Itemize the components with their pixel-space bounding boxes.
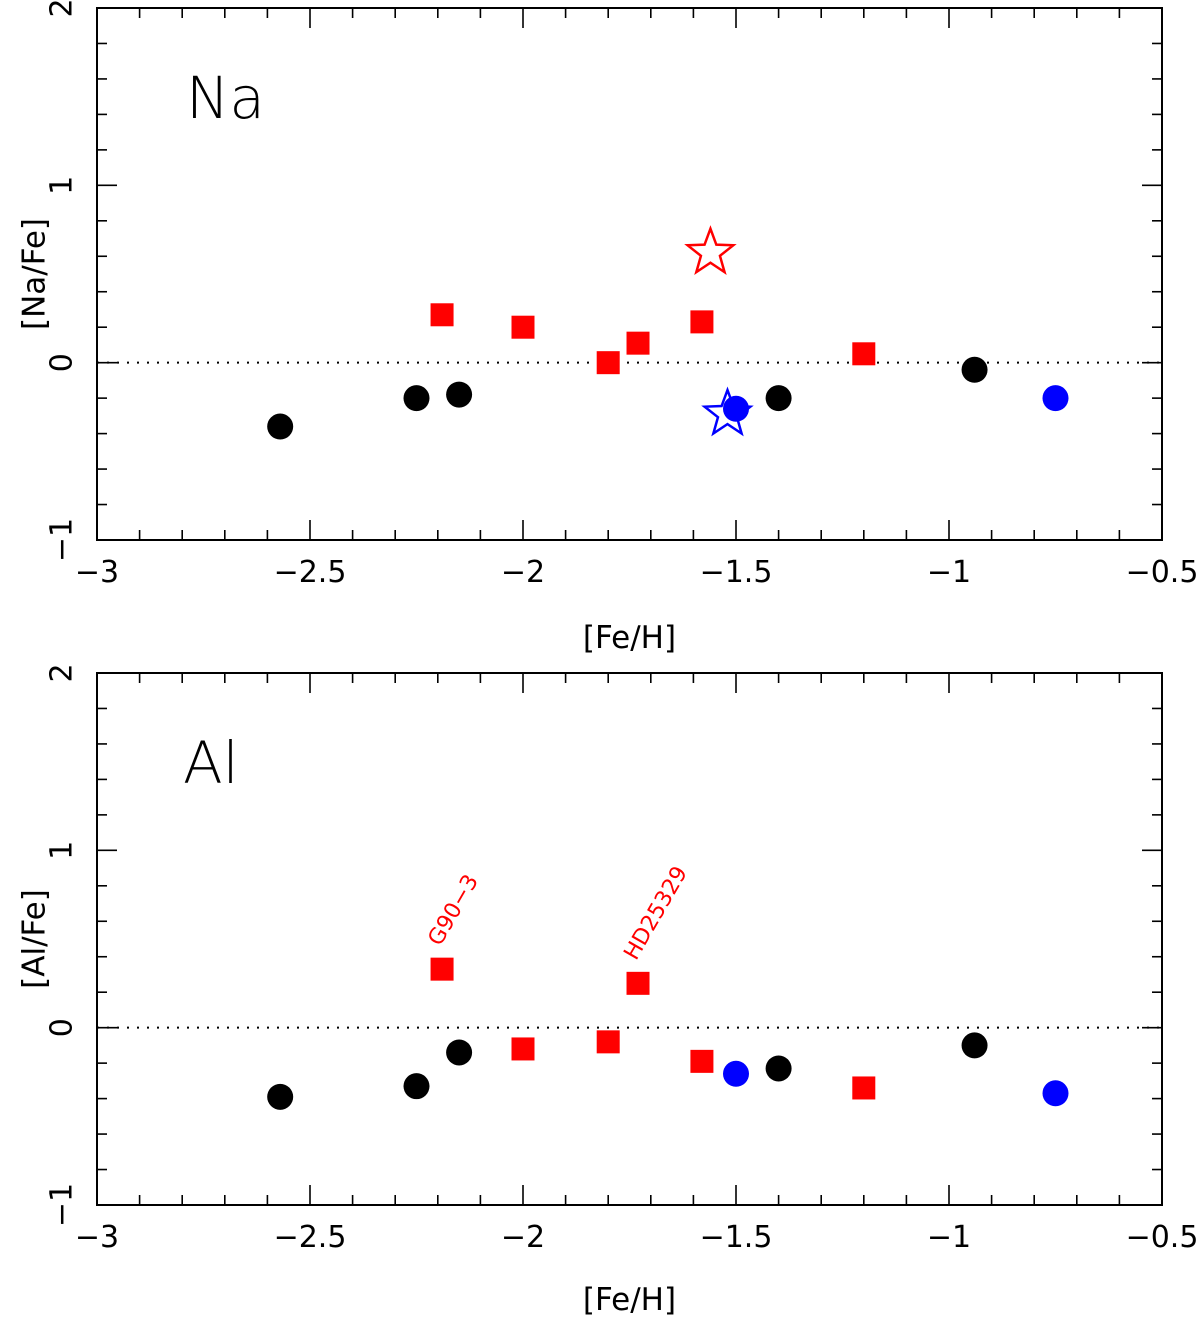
x-tick-label: −1 xyxy=(927,555,971,590)
data-point-circle xyxy=(961,356,988,383)
data-point-square xyxy=(626,331,650,355)
y-axis-label: [Al/Fe] xyxy=(17,889,53,989)
data-point-square xyxy=(852,1076,876,1100)
data-point-square xyxy=(690,310,714,334)
y-tick-label: 1 xyxy=(45,841,80,860)
panel-label: Na xyxy=(186,64,265,132)
data-point-square xyxy=(511,315,535,339)
data-point-circle xyxy=(403,1073,430,1100)
x-tick-label: −2.5 xyxy=(274,555,347,590)
x-tick-label: −1.5 xyxy=(700,1220,773,1255)
y-tick-label: 1 xyxy=(45,176,80,195)
y-tick-label: −1 xyxy=(45,1183,80,1227)
y-tick-label: 0 xyxy=(45,1018,80,1037)
data-point-circle xyxy=(1042,385,1069,412)
data-point-square xyxy=(430,957,454,981)
y-tick-label: 2 xyxy=(45,0,80,18)
x-tick-label: −0.5 xyxy=(1126,1220,1199,1255)
x-tick-label: −3 xyxy=(75,555,119,590)
data-point-square xyxy=(596,351,620,375)
plot-frame xyxy=(96,7,1163,541)
point-annotation: HD25329 xyxy=(620,862,693,964)
data-point-circle xyxy=(267,413,294,440)
data-point-square xyxy=(626,971,650,995)
data-point-circle xyxy=(267,1083,294,1110)
panel-al: −3 −2.5 −2 −1.5 −1 −0.5 −1 0 1 2 [Fe/H] [Al/Fe] Al G9… xyxy=(17,663,1199,1318)
data-point-circle xyxy=(1042,1080,1069,1107)
y-tick-label: 0 xyxy=(45,353,80,372)
data-point-square xyxy=(690,1049,714,1073)
data-point-square xyxy=(596,1030,620,1054)
x-tick-label: −2.5 xyxy=(274,1220,347,1255)
panel-na: −3 −2.5 −2 −1.5 −1 −0.5 −1 0 1 2 [Fe/H] [Na/Fe] Na xyxy=(17,0,1199,656)
y-axis-label: [Na/Fe] xyxy=(17,218,53,330)
data-point-circle xyxy=(765,1055,792,1082)
data-point-circle xyxy=(723,395,749,422)
x-axis-label: [Fe/H] xyxy=(583,1282,676,1318)
x-tick-label: −2 xyxy=(501,555,545,590)
x-tick-label: −1.5 xyxy=(700,555,773,590)
y-tick-label: −1 xyxy=(45,518,80,562)
data-point-circle xyxy=(446,381,473,408)
data-point-circle xyxy=(723,1060,749,1087)
data-point-star xyxy=(684,225,737,276)
data-point-circle xyxy=(765,385,792,412)
data-point-circle xyxy=(403,385,430,412)
x-tick-label: −3 xyxy=(75,1220,119,1255)
data-point-circle xyxy=(961,1032,988,1059)
x-tick-label: −0.5 xyxy=(1126,555,1199,590)
data-point-star xyxy=(701,386,754,437)
point-annotation: G90−3 xyxy=(424,871,484,951)
data-point-circle xyxy=(446,1039,473,1066)
panel-label: Al xyxy=(183,729,239,797)
data-point-square xyxy=(511,1037,535,1061)
plot-frame xyxy=(96,672,1163,1206)
data-point-square xyxy=(430,303,454,327)
x-tick-label: −1 xyxy=(927,1220,971,1255)
y-tick-label: 2 xyxy=(45,663,80,682)
x-axis-label: [Fe/H] xyxy=(583,620,676,656)
data-point-square xyxy=(852,342,876,366)
x-tick-label: −2 xyxy=(501,1220,545,1255)
